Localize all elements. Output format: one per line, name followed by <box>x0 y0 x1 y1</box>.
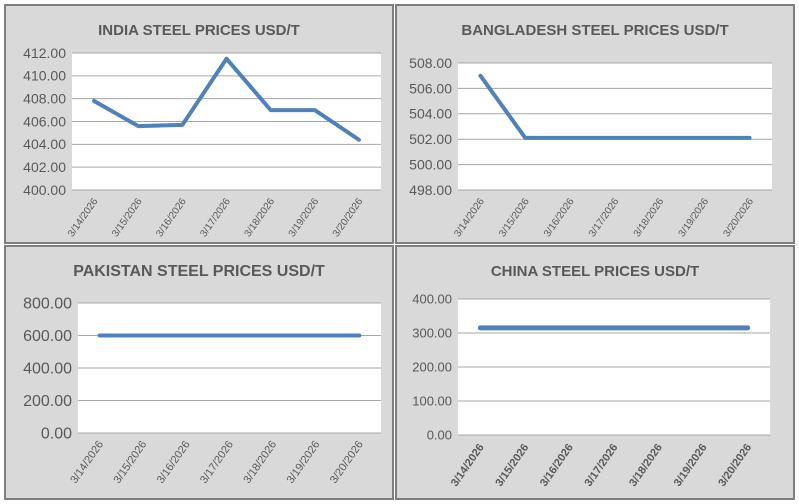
chart-panel-bangladesh: BANGLADESH STEEL PRICES USD/T 498.00 500.… <box>395 4 795 244</box>
x-tick-label: 3/17/2026 <box>198 196 233 239</box>
x-tick-label: 3/20/2026 <box>328 439 366 486</box>
x-tick-label: 3/19/2026 <box>285 439 323 486</box>
y-tick-label: 200.00 <box>23 393 72 410</box>
x-tick-label: 3/14/2026 <box>449 442 487 489</box>
y-tick-label: 402.00 <box>23 159 66 175</box>
y-tick-label: 300.00 <box>412 326 452 341</box>
chart-panel-pakistan: PAKISTAN STEEL PRICES USD/T 0.00 200.00 40… <box>4 245 394 500</box>
y-tick-label: 498.00 <box>409 182 452 198</box>
y-tick-label: 400.00 <box>23 361 72 378</box>
x-tick-label: 3/16/2026 <box>154 196 189 239</box>
x-tick-label: 3/15/2026 <box>493 442 531 489</box>
x-tick-label: 3/18/2026 <box>632 196 667 239</box>
y-tick-label: 0.00 <box>427 428 452 443</box>
y-tick-label: 500.00 <box>409 157 452 173</box>
x-tick-label: 3/14/2026 <box>68 439 106 486</box>
x-tick-label: 3/17/2026 <box>198 439 236 486</box>
x-tick-label: 3/20/2026 <box>331 196 366 239</box>
chart-title: CHINA STEEL PRICES USD/T <box>490 263 700 280</box>
chart-title: BANGLADESH STEEL PRICES USD/T <box>461 22 729 39</box>
series-line <box>92 56 361 142</box>
chart-panel-india: INDIA STEEL PRICES USD/T 400.00 402.00 404… <box>4 4 394 244</box>
series-line <box>478 73 752 140</box>
y-tick-label: 400.00 <box>412 292 452 307</box>
x-tick-label: 3/20/2026 <box>716 442 754 489</box>
x-tick-label: 3/20/2026 <box>721 196 756 239</box>
x-tick-label: 3/17/2026 <box>583 442 621 489</box>
x-tick-label: 3/16/2026 <box>542 196 577 239</box>
x-tick-label: 3/16/2026 <box>155 439 193 486</box>
y-tick-label: 404.00 <box>23 136 66 152</box>
x-tick-label: 3/18/2026 <box>241 439 279 486</box>
plot-area <box>458 63 772 190</box>
y-tick-label: 502.00 <box>409 131 452 147</box>
y-tick-label: 504.00 <box>409 106 452 122</box>
y-tick-label: 800.00 <box>23 296 72 313</box>
x-tick-label: 3/14/2026 <box>66 196 101 239</box>
x-tick-label: 3/15/2026 <box>497 196 532 239</box>
y-tick-label: 412.00 <box>23 45 66 61</box>
y-tick-label: 408.00 <box>23 91 66 107</box>
y-tick-label: 600.00 <box>23 328 72 345</box>
x-tick-label: 3/15/2026 <box>110 196 145 239</box>
x-tick-label: 3/16/2026 <box>538 442 576 489</box>
x-tick-label: 3/15/2026 <box>111 439 149 486</box>
y-tick-label: 508.00 <box>409 55 452 71</box>
x-tick-label: 3/19/2026 <box>672 442 710 489</box>
chart-title: INDIA STEEL PRICES USD/T <box>98 22 300 39</box>
chart-title: PAKISTAN STEEL PRICES USD/T <box>73 263 325 280</box>
x-tick-label: 3/17/2026 <box>587 196 622 239</box>
y-tick-label: 0.00 <box>41 426 72 443</box>
y-tick-label: 406.00 <box>23 113 66 129</box>
x-tick-label: 3/18/2026 <box>243 196 278 239</box>
y-tick-label: 200.00 <box>412 360 452 375</box>
x-tick-label: 3/14/2026 <box>452 196 487 239</box>
x-tick-label: 3/18/2026 <box>627 442 665 489</box>
chart-plot-bangladesh: 498.00 500.00 502.00 504.00 506.00 508.00 3/14… <box>409 55 772 239</box>
x-tick-label: 3/19/2026 <box>677 196 712 239</box>
x-tick-label: 3/19/2026 <box>287 196 322 239</box>
y-tick-label: 400.00 <box>23 182 66 198</box>
y-tick-label: 506.00 <box>409 80 452 96</box>
chart-panel-china: CHINA STEEL PRICES USD/T 0.00 100.00 200.0… <box>395 245 795 500</box>
y-tick-label: 410.00 <box>23 68 66 84</box>
y-tick-label: 100.00 <box>412 394 452 409</box>
chart-plot-india: 400.00 402.00 404.00 406.00 408.00 410.00 412.… <box>23 45 381 239</box>
